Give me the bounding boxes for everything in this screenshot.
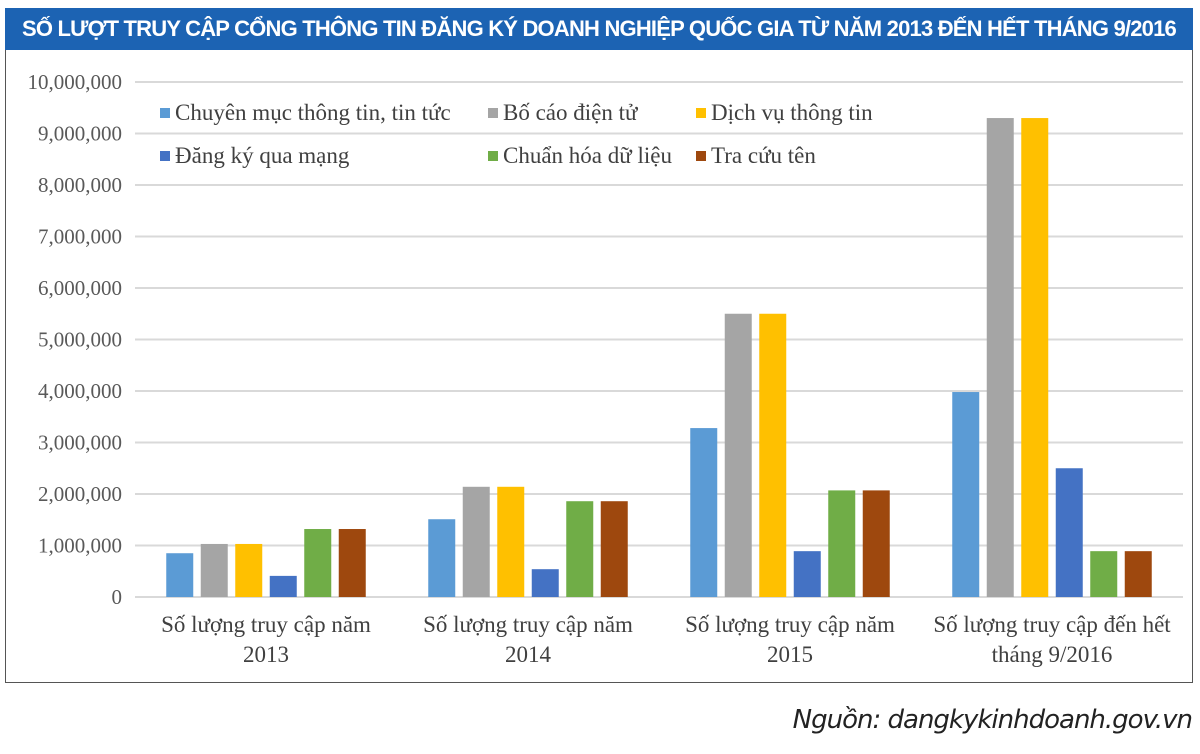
legend-swatch	[696, 151, 706, 161]
y-tick-label: 3,000,000	[38, 431, 122, 455]
bar-2-2	[462, 486, 490, 597]
bar-2-5	[566, 501, 594, 597]
y-tick-label: 7,000,000	[38, 225, 122, 249]
x-tick-label: Số lượng truy cập năm	[161, 612, 371, 637]
y-tick-label: 9,000,000	[38, 122, 122, 146]
legend-label: Chuyên mục thông tin, tin tức	[175, 100, 451, 125]
bar-4-1	[952, 392, 980, 597]
bar-3-5	[828, 490, 856, 597]
bar-3-4	[793, 551, 821, 597]
bar-3-3	[759, 313, 787, 597]
legend-label: Đăng ký qua mạng	[175, 143, 350, 168]
bar-4-6	[1124, 551, 1152, 597]
y-tick-label: 2,000,000	[38, 482, 122, 506]
bar-chart: 0 1,000,000 2,000,000 3,000,000 4,000,000 5,0…	[28, 70, 1183, 667]
bar-1-5	[304, 529, 332, 597]
bar-1-1	[166, 553, 194, 597]
legend-swatch	[160, 151, 170, 161]
legend-label: Dịch vụ thông tin	[711, 100, 873, 125]
legend-label: Chuẩn hóa dữ liệu	[503, 143, 672, 168]
x-tick-label: 2014	[505, 642, 552, 667]
y-tick-label: 5,000,000	[38, 328, 122, 352]
y-tick-label: 0	[112, 585, 123, 609]
chart-frame	[5, 50, 1193, 683]
legend-swatch	[488, 151, 498, 161]
bar-1-4	[269, 575, 297, 597]
bar-4-3	[1021, 118, 1049, 598]
source-note: Nguồn: dangkykinhdoanh.gov.vn	[792, 705, 1193, 735]
bar-4-5	[1090, 551, 1118, 597]
y-tick-label: 8,000,000	[38, 173, 122, 197]
bar-2-3	[497, 486, 525, 597]
x-tick-label: tháng 9/2016	[992, 642, 1113, 667]
bar-2-1	[428, 519, 456, 597]
x-tick-label: Số lượng truy cập đến hết	[933, 612, 1171, 637]
y-tick-label: 1,000,000	[38, 534, 122, 558]
legend-label: Tra cứu tên	[711, 143, 816, 168]
legend-label: Bố cáo điện tử	[503, 100, 639, 125]
bar-4-2	[986, 118, 1014, 598]
legend-swatch	[488, 108, 498, 118]
bar-2-4	[531, 569, 559, 597]
y-tick-label: 4,000,000	[38, 379, 122, 403]
bar-3-6	[862, 490, 890, 597]
bar-1-6	[338, 529, 366, 597]
legend-swatch	[696, 108, 706, 118]
bar-3-2	[724, 313, 752, 597]
x-tick-label: Số lượng truy cập năm	[685, 612, 895, 637]
bar-1-2	[200, 543, 228, 597]
chart-title: SỐ LƯỢT TRUY CẬP CỔNG THÔNG TIN ĐĂNG KÝ …	[5, 8, 1193, 50]
bar-1-3	[235, 543, 263, 597]
bar-2-6	[600, 501, 628, 597]
bar-4-4	[1055, 468, 1083, 597]
bar-3-1	[690, 428, 718, 597]
y-tick-label: 6,000,000	[38, 276, 122, 300]
x-tick-label: Số lượng truy cập năm	[423, 612, 633, 637]
x-tick-label: 2013	[243, 642, 289, 667]
legend-swatch	[160, 108, 170, 118]
y-tick-label: 10,000,000	[28, 70, 123, 94]
x-tick-label: 2015	[767, 642, 813, 667]
